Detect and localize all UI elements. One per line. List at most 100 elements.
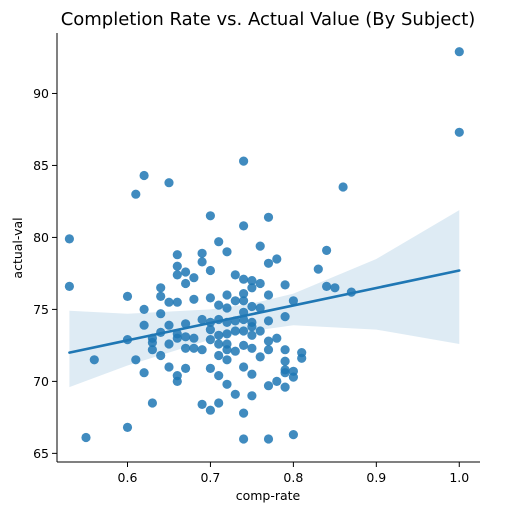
data-point [205, 265, 215, 276]
data-point [181, 278, 191, 289]
data-point [181, 267, 191, 277]
data-point [64, 234, 74, 244]
x-tick-label: 0.7 [200, 470, 220, 485]
data-point [247, 276, 257, 286]
data-point [164, 339, 174, 349]
data-point [189, 343, 199, 353]
data-point [189, 333, 199, 343]
y-tick-label: 70 [33, 374, 49, 389]
y-tick-label: 90 [33, 86, 49, 101]
data-point [272, 254, 282, 264]
data-point [454, 47, 464, 57]
data-point [164, 178, 174, 188]
x-tick-label: 1.0 [449, 470, 469, 485]
data-point [222, 355, 232, 365]
data-point [156, 291, 166, 301]
data-point [156, 350, 166, 361]
regression-line [68, 269, 461, 354]
y-tick-label: 65 [33, 446, 49, 461]
data-point [214, 339, 224, 349]
data-point [131, 355, 141, 365]
data-point [263, 345, 274, 355]
data-point [156, 309, 166, 319]
data-point [263, 258, 274, 268]
data-point [313, 264, 323, 274]
data-point [164, 320, 174, 330]
data-point [156, 283, 166, 293]
data-point [197, 257, 207, 267]
data-point [280, 356, 290, 366]
data-point [205, 211, 215, 221]
data-point [197, 314, 207, 325]
data-point [214, 300, 224, 310]
y-tick-label: 85 [33, 158, 49, 173]
data-point [147, 345, 157, 355]
data-point [205, 293, 215, 303]
x-tick-label: 0.9 [366, 470, 386, 485]
x-ticks: 0.6 0.7 0.8 0.9 1.0 [118, 462, 469, 485]
data-point [139, 170, 149, 181]
data-point [263, 434, 274, 444]
y-tick-label: 75 [33, 302, 49, 317]
data-point [272, 333, 282, 343]
points-layer [64, 47, 464, 444]
data-point [322, 245, 332, 255]
data-point [255, 326, 265, 336]
data-point [247, 283, 257, 293]
data-point [189, 273, 199, 283]
data-point [139, 320, 149, 330]
data-point [181, 343, 191, 353]
data-point [181, 363, 191, 373]
data-point [247, 369, 257, 379]
data-point [222, 345, 232, 355]
data-point [222, 290, 232, 300]
data-point [205, 325, 215, 335]
data-point [239, 340, 249, 350]
data-point [122, 291, 133, 301]
data-point [280, 280, 290, 290]
data-point [239, 434, 249, 444]
data-point [222, 329, 232, 339]
data-point [64, 281, 74, 291]
data-point [247, 343, 257, 353]
data-point [139, 304, 149, 314]
data-point [172, 297, 182, 307]
data-point [181, 319, 191, 329]
data-point [214, 398, 224, 408]
x-axis-label: comp-rate [236, 488, 301, 503]
data-point [197, 399, 207, 409]
data-point [338, 182, 348, 192]
data-point [164, 362, 174, 372]
data-point [172, 250, 182, 260]
data-point [222, 247, 232, 257]
data-point [189, 294, 199, 304]
data-point [239, 362, 249, 372]
data-point [263, 290, 274, 300]
data-point [230, 270, 240, 280]
data-point [239, 296, 249, 306]
data-point [214, 237, 224, 247]
x-tick-label: 0.8 [283, 470, 303, 485]
data-point [239, 289, 249, 299]
data-point [239, 221, 249, 231]
data-point [222, 379, 232, 389]
data-point [214, 371, 224, 381]
data-point [89, 355, 99, 365]
data-point [197, 345, 207, 355]
data-point [239, 274, 249, 284]
data-point [247, 322, 257, 332]
data-point [247, 301, 257, 312]
data-point [122, 422, 133, 432]
data-point [147, 398, 157, 408]
data-point [280, 345, 290, 355]
data-point [255, 352, 265, 362]
data-point [131, 189, 141, 199]
data-point [297, 353, 307, 363]
data-point [280, 382, 290, 392]
data-point [172, 376, 182, 386]
chart-title: Completion Rate vs. Actual Value (By Sub… [61, 9, 476, 30]
data-point [197, 248, 207, 258]
data-point [239, 326, 249, 336]
data-point [263, 316, 274, 326]
